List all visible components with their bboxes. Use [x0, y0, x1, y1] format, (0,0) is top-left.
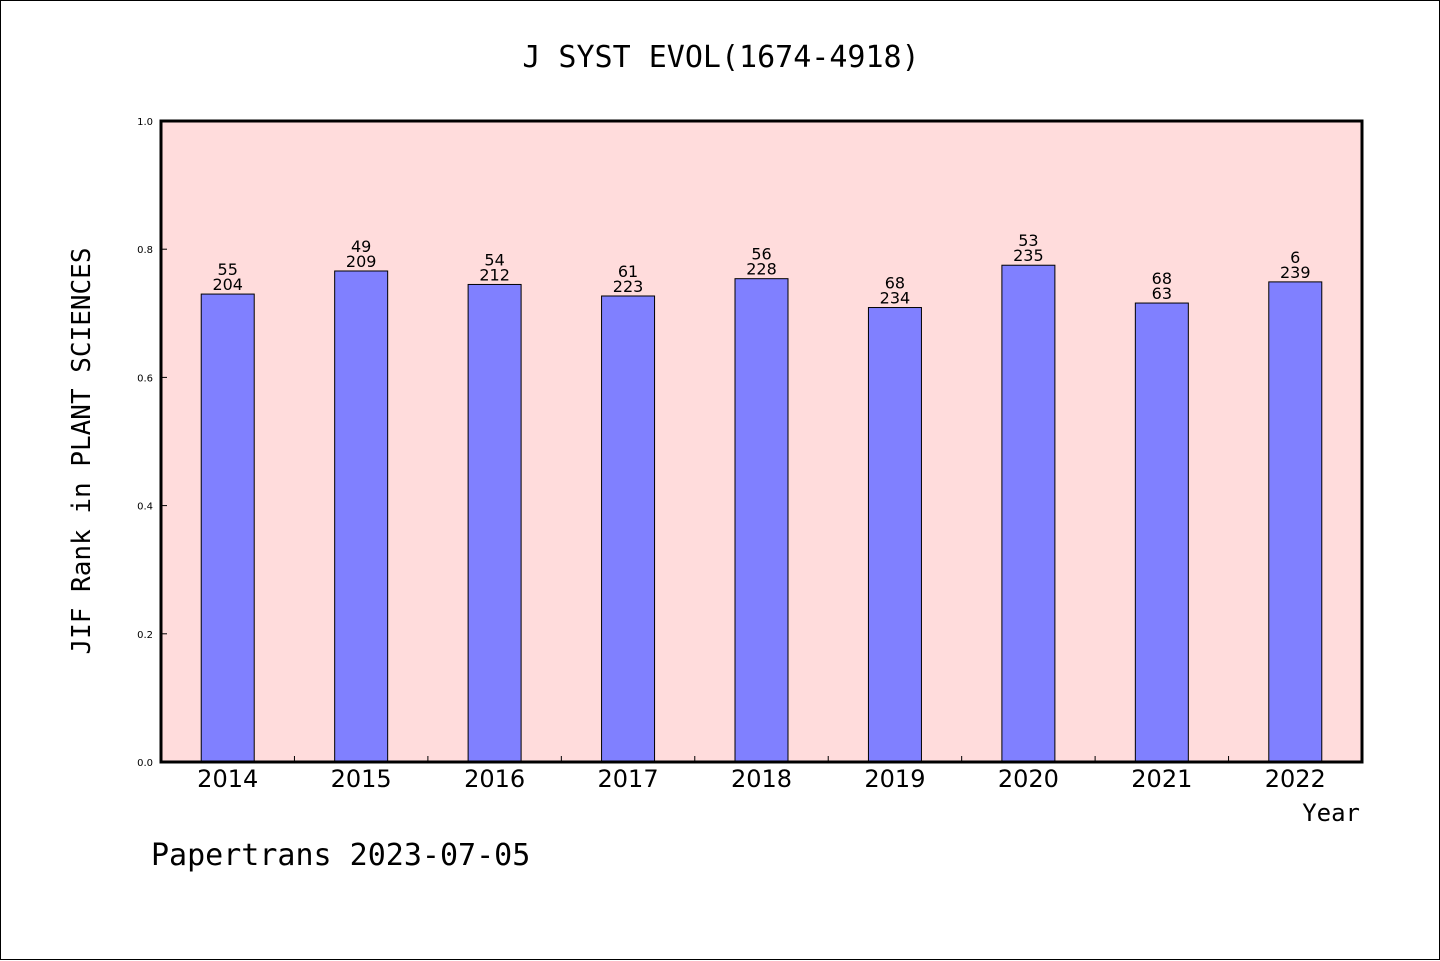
x-tick-label: 2014 [197, 765, 258, 793]
bar-label-top: 61 [618, 262, 638, 281]
bar-label-top: 54 [484, 250, 504, 269]
bar-label-bottom: 235 [1013, 246, 1044, 265]
bar [734, 278, 789, 763]
bar-label-top: 53 [1018, 231, 1038, 250]
bar-label-bottom: 204 [212, 275, 243, 294]
chart-title: J SYST EVOL(1674-4918) [522, 40, 919, 75]
y-tick-label: 0.0 [137, 758, 153, 769]
bar-label-top: 55 [218, 260, 238, 279]
x-axis-label: Year [1302, 799, 1360, 827]
bar [1001, 264, 1056, 763]
y-tick-label: 0.6 [137, 373, 153, 384]
bar [467, 283, 522, 763]
x-tick-label: 2022 [1265, 765, 1326, 793]
x-tick-label: 2017 [598, 765, 659, 793]
bar [601, 295, 656, 763]
bar-label-top: 6 [1290, 248, 1300, 267]
x-tick-label: 2020 [998, 765, 1059, 793]
x-tick-label: 2021 [1131, 765, 1192, 793]
bar-label-bottom: 209 [346, 252, 377, 271]
bar-label-bottom: 212 [479, 265, 510, 284]
bar-label-top: 56 [751, 245, 771, 264]
footer-text: Papertrans 2023-07-05 [151, 838, 530, 873]
bar [867, 307, 922, 763]
y-tick-label: 0.2 [137, 630, 153, 641]
x-tick-label: 2015 [331, 765, 392, 793]
bar-label-bottom: 223 [613, 277, 644, 296]
y-axis-label: JIF Rank in PLANT SCIENCES [67, 248, 97, 655]
bar-label-bottom: 234 [880, 289, 911, 308]
bar [200, 293, 255, 763]
bar [1134, 302, 1189, 763]
plot-border [159, 119, 1364, 764]
bar-label-bottom: 63 [1152, 284, 1172, 303]
bar [1268, 281, 1323, 763]
y-tick-label: 1.0 [137, 117, 153, 128]
bar-label-bottom: 239 [1280, 263, 1311, 282]
bar-label-top: 68 [885, 274, 905, 293]
x-tick-label: 2016 [464, 765, 525, 793]
bar [334, 270, 389, 763]
y-tick-label: 0.4 [137, 502, 153, 513]
bar-label-top: 68 [1152, 269, 1172, 288]
bar-label-bottom: 228 [746, 260, 777, 279]
bar-label-top: 49 [351, 237, 371, 256]
x-tick-label: 2018 [731, 765, 792, 793]
x-tick-label: 2019 [864, 765, 925, 793]
y-tick-label: 0.8 [137, 245, 153, 256]
